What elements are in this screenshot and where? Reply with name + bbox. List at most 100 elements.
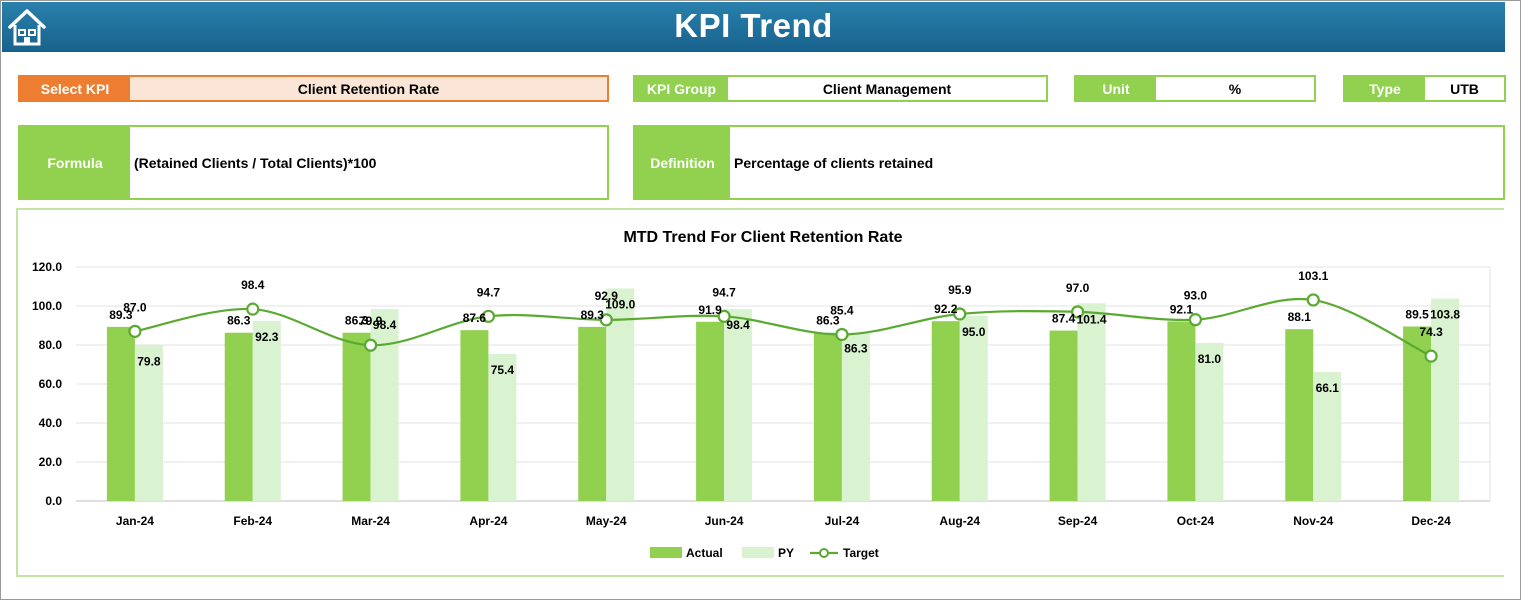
py-data-label: 81.0 [1198, 352, 1222, 366]
actual-data-label: 86.3 [816, 314, 840, 328]
target-data-label: 95.9 [948, 283, 972, 297]
y-tick-label: 20.0 [39, 455, 63, 469]
legend-label-actual: Actual [686, 546, 723, 560]
py-bar [1313, 372, 1342, 501]
trend-chart: MTD Trend For Client Retention Rate 89.3… [32, 229, 1491, 560]
x-tick-label: Jun-24 [705, 514, 744, 528]
x-tick-label: Apr-24 [469, 514, 507, 528]
actual-data-label: 86.3 [345, 314, 369, 328]
x-tick-label: Nov-24 [1293, 514, 1333, 528]
target-data-label: 85.4 [830, 303, 854, 317]
py-data-label: 79.8 [137, 354, 161, 368]
target-point [128, 324, 142, 338]
actual-data-label: 91.9 [698, 303, 722, 317]
x-tick-label: Feb-24 [233, 514, 272, 528]
x-tick-label: Aug-24 [939, 514, 980, 528]
target-data-label: 98.4 [241, 278, 265, 292]
py-data-label: 92.3 [255, 330, 279, 344]
actual-data-label: 89.3 [109, 308, 133, 322]
py-data-label: 75.4 [491, 363, 515, 377]
actual-data-label: 92.1 [1170, 302, 1194, 316]
type-field: Type UTB [1343, 75, 1506, 102]
x-tick-label: Jul-24 [825, 514, 860, 528]
actual-bar [342, 332, 371, 501]
target-point [1424, 349, 1438, 363]
actual-bar [1049, 330, 1078, 501]
target-point [1188, 313, 1203, 327]
target-point [1306, 293, 1320, 307]
py-bar [370, 309, 399, 501]
target-point [599, 313, 613, 327]
py-bar [1431, 298, 1460, 501]
x-tick-label: May-24 [586, 514, 627, 528]
page-title: KPI Trend [674, 7, 833, 44]
type-label: Type [1345, 77, 1425, 100]
target-point [363, 338, 378, 352]
py-data-label: 86.3 [844, 342, 868, 356]
target-data-label: 93.0 [1184, 289, 1208, 303]
x-tick-label: Dec-24 [1411, 514, 1451, 528]
header-bar: KPI Trend [2, 2, 1505, 52]
actual-bar [578, 326, 607, 501]
kpi-selector-value[interactable]: Client Retention Rate [130, 77, 607, 100]
legend-swatch-py [742, 547, 774, 558]
legend-label-py: PY [778, 546, 794, 560]
y-tick-label: 80.0 [39, 338, 63, 352]
target-point [481, 309, 496, 323]
actual-data-label: 89.5 [1405, 307, 1429, 321]
kpi-group-value: Client Management [822, 80, 952, 97]
py-data-label: 98.4 [373, 318, 397, 332]
target-data-label: 87.0 [123, 300, 147, 314]
definition-value: Percentage of clients retained [734, 154, 934, 171]
actual-data-label: 92.2 [934, 302, 958, 316]
chart-panel: MTD Trend For Client Retention Rate 89.3… [16, 208, 1504, 577]
definition-label: Definition [635, 127, 730, 198]
x-tick-label: Mar-24 [351, 514, 390, 528]
target-point [1070, 305, 1085, 319]
py-bar [841, 332, 870, 501]
legend-marker-target [819, 548, 829, 558]
chart-title: MTD Trend For Client Retention Rate [623, 229, 902, 246]
formula-value: (Retained Clients / Total Clients)*100 [134, 154, 377, 171]
target-data-label: 94.7 [712, 285, 736, 299]
formula-label: Formula [20, 127, 130, 198]
definition-field: Definition Percentage of clients retaine… [633, 125, 1505, 200]
py-bar [724, 309, 753, 501]
x-tick-label: Oct-24 [1177, 514, 1215, 528]
kpi-selector-label: Select KPI [20, 77, 130, 100]
target-point [835, 327, 849, 342]
target-point [953, 307, 967, 321]
target-data-label: 79.9 [359, 314, 383, 328]
kpi-group-label: KPI Group [635, 77, 728, 100]
py-bar [134, 345, 163, 501]
type-value: UTB [1450, 80, 1479, 97]
py-bar [252, 321, 281, 501]
target-point [717, 309, 731, 323]
actual-data-label: 87.4 [1052, 312, 1076, 326]
py-bar [1077, 303, 1106, 501]
target-data-label: 74.3 [1419, 325, 1443, 339]
py-data-label: 101.4 [1077, 312, 1107, 326]
y-tick-label: 0.0 [45, 494, 62, 508]
actual-data-label: 89.3 [581, 308, 605, 322]
actual-bar [1167, 321, 1196, 501]
actual-data-label: 86.3 [227, 314, 251, 328]
actual-data-label: 87.6 [463, 311, 487, 325]
x-tick-label: Jan-24 [116, 514, 154, 528]
unit-value: % [1228, 80, 1242, 97]
py-bar [959, 315, 988, 501]
actual-bar [1285, 329, 1314, 501]
unit-label: Unit [1076, 77, 1156, 100]
kpi-selector[interactable]: Select KPI Client Retention Rate [18, 75, 609, 102]
actual-data-label: 88.1 [1288, 310, 1312, 324]
formula-field: Formula (Retained Clients / Total Client… [18, 125, 609, 200]
target-data-label: 92.9 [595, 289, 619, 303]
x-tick-label: Sep-24 [1058, 514, 1098, 528]
kpi-group-field: KPI Group Client Management [633, 75, 1048, 102]
home-icon[interactable] [7, 7, 47, 47]
actual-bar [696, 321, 725, 501]
y-tick-label: 40.0 [39, 416, 63, 430]
py-data-label: 95.0 [962, 325, 986, 339]
py-data-label: 66.1 [1316, 381, 1340, 395]
py-bar [1195, 343, 1224, 501]
